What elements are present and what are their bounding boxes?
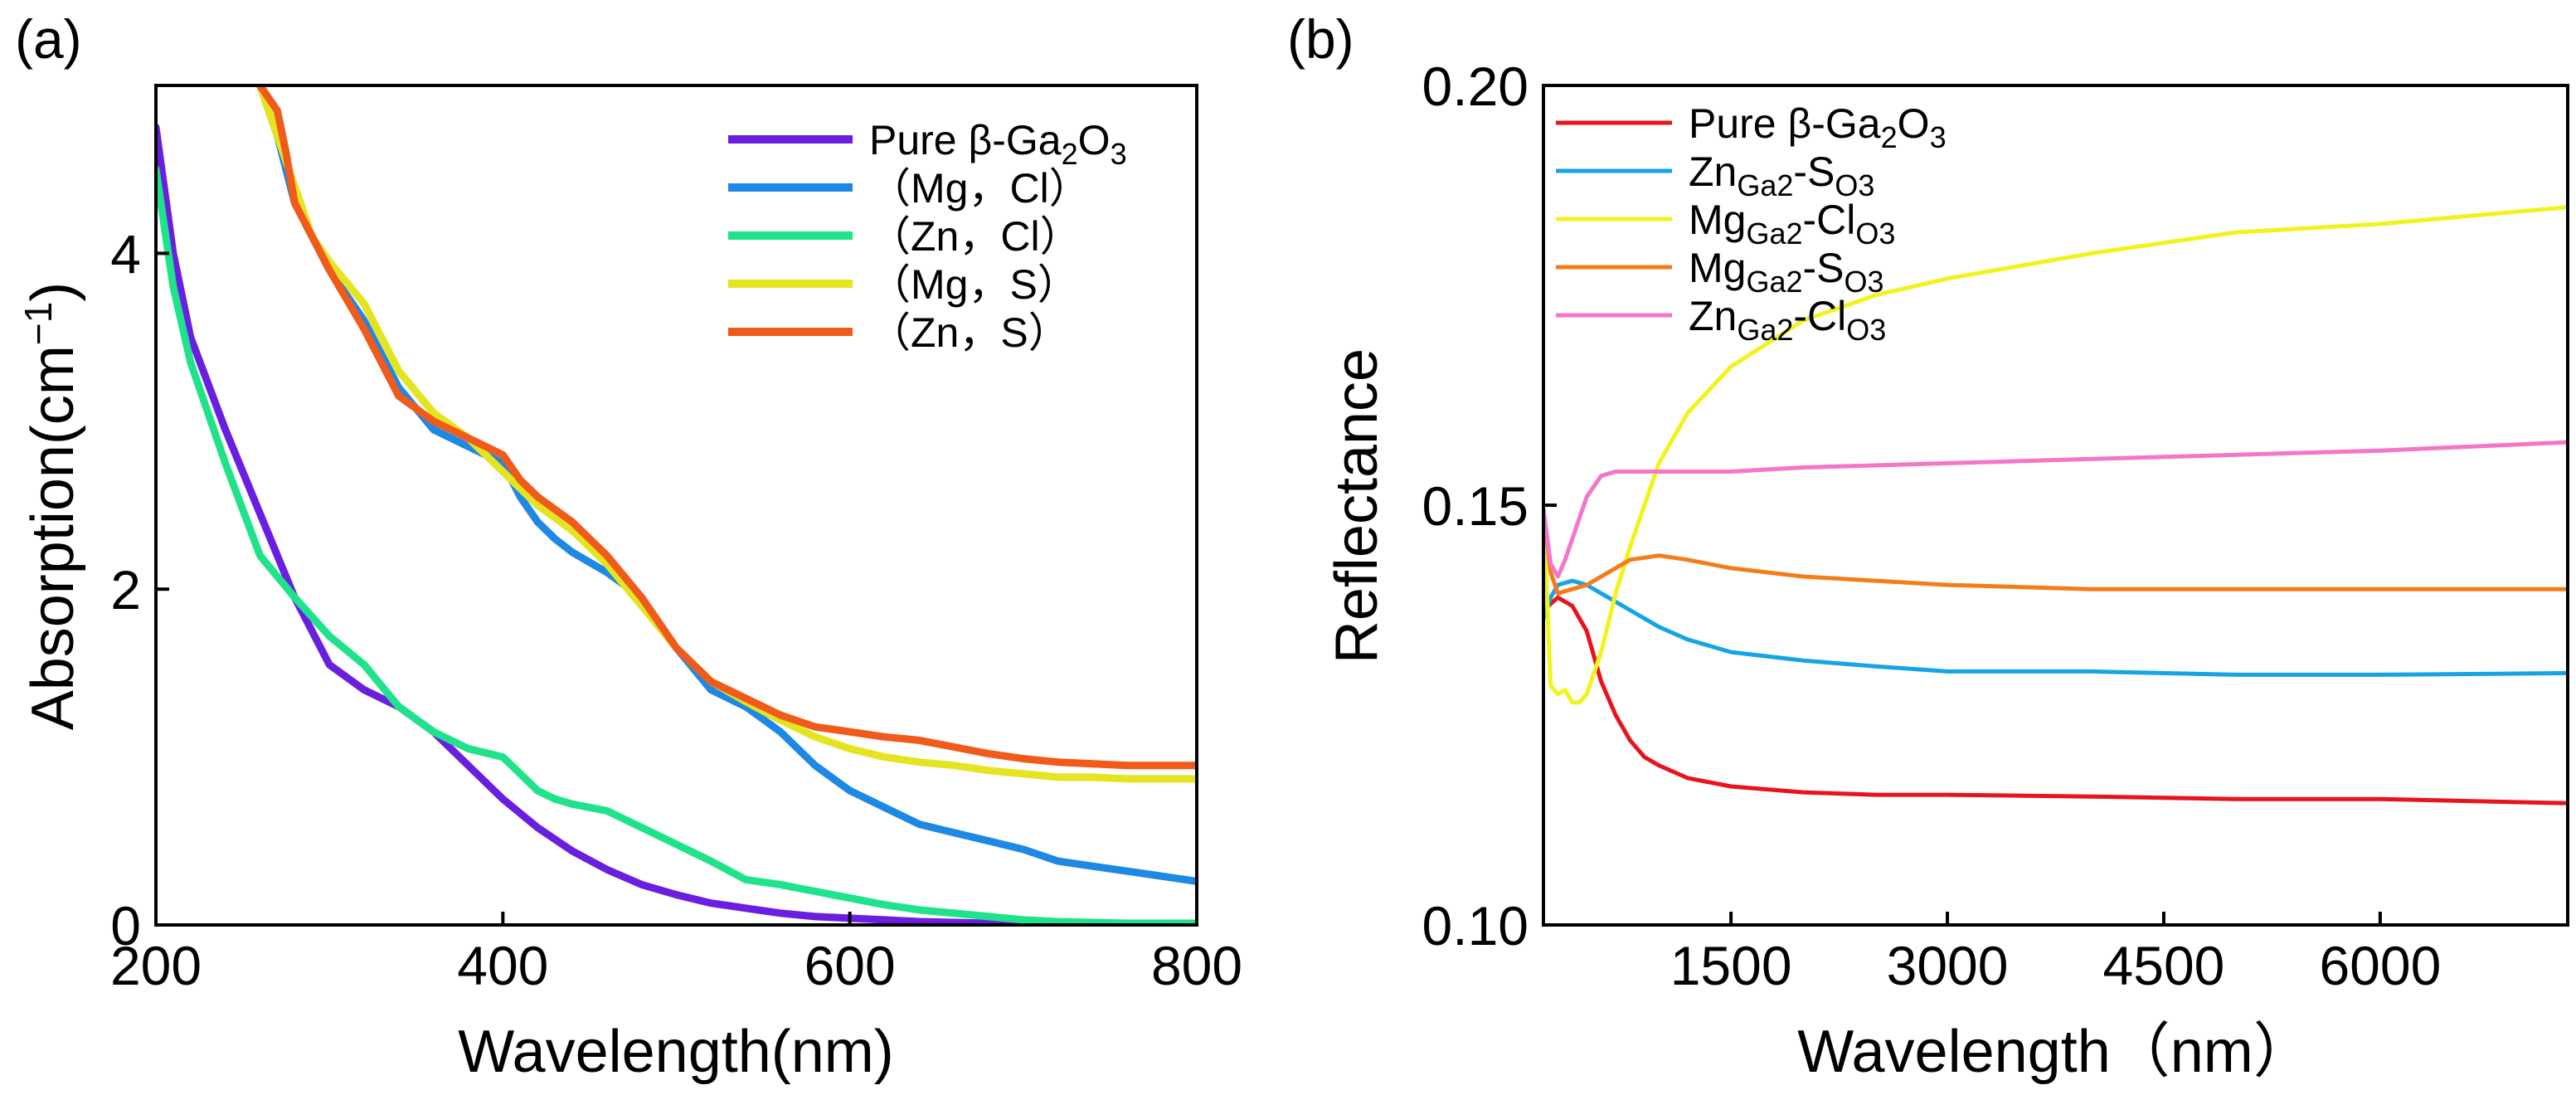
panel-b-series-line-3 [1543, 507, 2568, 596]
panel-a-x-tick-label-1: 400 [457, 935, 548, 996]
panel-b-label: (b) [1287, 8, 1354, 70]
panel-b-legend-label-4: ZnGa2-ClO3 [1689, 293, 1886, 347]
panel-b-y-axis-title: Reflectance [1324, 348, 1390, 664]
panel-a-legend-label-0: Pure β-Ga2O3 [869, 117, 1127, 171]
panel-a-y-tick-label-1: 2 [110, 559, 141, 620]
panel-b-legend-label-1: ZnGa2-SO3 [1689, 148, 1874, 202]
panel-b-x-tick-label-2: 4500 [2103, 935, 2225, 996]
panel-a-legend-label-3: （Mg，S） [869, 261, 1079, 308]
panel-b-x-tick-label-0: 1500 [1670, 935, 1792, 996]
panel-b-series-line-4 [1543, 440, 2568, 579]
panel-a-x-tick-label-3: 800 [1151, 935, 1242, 996]
panel-a-series-line-4 [256, 85, 1197, 770]
panel-a-absorption-chart: (a) 200 400 600 800 0 2 4 Wavelength(nm) Absor… [15, 8, 1242, 1085]
panel-b-reflectance-chart: (b) 1500 3000 4500 6000 0.10 0.15 0.20 Wavelen… [1287, 8, 2569, 1085]
panel-a-legend-label-1: （Mg，Cl） [869, 165, 1091, 212]
panel-a-plot-frame [154, 84, 1198, 927]
panel-a-x-tick-label-2: 600 [804, 935, 896, 996]
panel-a-series-line-2 [156, 165, 1197, 925]
panel-a-x-tick-label-0: 200 [110, 935, 202, 996]
panel-b-series-line-2 [1543, 205, 2568, 705]
panel-a-y-tick-label-2: 4 [110, 223, 141, 285]
panel-b-legend-label-0: Pure β-Ga2O3 [1689, 100, 1947, 154]
panel-b-y-tick-label-0: 0.10 [1422, 895, 1529, 956]
panel-a-legend-label-2: （Zn，Cl） [869, 213, 1081, 260]
panel-b-x-axis-title: Wavelength（nm） [1797, 1019, 2313, 1085]
panel-b-ticks: 1500 3000 4500 6000 0.10 0.15 0.20 [1422, 56, 2442, 996]
panel-b-x-tick-label-3: 6000 [2319, 935, 2441, 996]
panel-b-y-tick-label-2: 0.20 [1422, 56, 1529, 117]
panel-a-legend: Pure β-Ga2O3（Mg，Cl）（Zn，Cl）（Mg，S）（Zn，S） [728, 117, 1127, 356]
panel-b-x-tick-label-1: 3000 [1887, 935, 2009, 996]
panel-a-legend-label-4: （Zn，S） [869, 309, 1070, 356]
panel-b-series-line-0 [1543, 595, 2568, 805]
panel-b-series-line-1 [1543, 578, 2568, 677]
panel-b-series-group [1543, 205, 2568, 805]
panel-b-legend-label-3: MgGa2-SO3 [1689, 245, 1884, 299]
panel-b-legend: Pure β-Ga2O3ZnGa2-SO3MgGa2-ClO3MgGa2-SO3… [1556, 100, 1947, 347]
panel-b-y-tick-label-1: 0.15 [1422, 475, 1529, 537]
panel-a-label: (a) [15, 8, 82, 70]
panel-a-y-tick-label-0: 0 [110, 895, 141, 956]
panel-a-x-axis-title: Wavelength(nm) [458, 1019, 894, 1085]
panel-a-y-axis-title: Absorption(cm−1) [17, 282, 86, 731]
panel-a-ticks: 200 400 600 800 0 2 4 [110, 223, 1242, 996]
panel-b-legend-label-2: MgGa2-ClO3 [1689, 197, 1895, 251]
